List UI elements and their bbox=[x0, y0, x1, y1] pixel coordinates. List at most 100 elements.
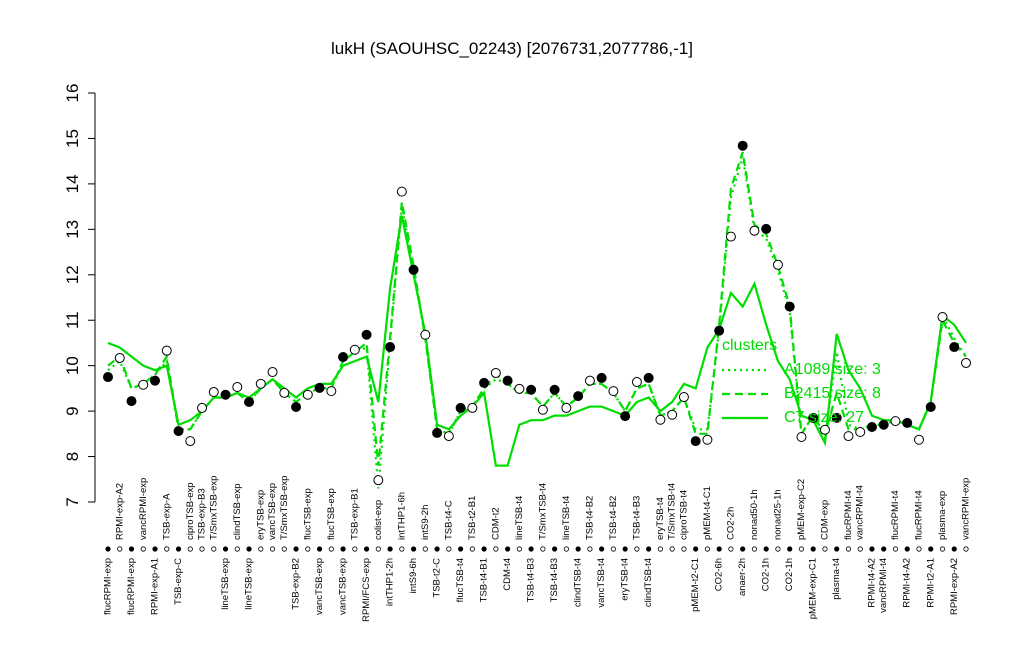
x-tick-label: lineTSB-exp bbox=[220, 558, 231, 610]
x-tick-label: vancTSB-exp bbox=[267, 483, 278, 540]
strip-dot bbox=[293, 546, 299, 552]
strip-dot bbox=[399, 546, 405, 552]
strip-dot bbox=[657, 546, 664, 552]
strip-dot bbox=[422, 546, 428, 552]
strip-dot bbox=[328, 546, 334, 552]
x-tick-label: CO2-6h bbox=[714, 558, 725, 591]
legend-label: B2415 size: 8 bbox=[784, 385, 881, 402]
data-point bbox=[678, 392, 689, 403]
x-tick-label: T/SmxTSB-t4 bbox=[537, 483, 548, 540]
strip-dot bbox=[599, 546, 605, 552]
data-point bbox=[138, 379, 149, 390]
strip-dot bbox=[434, 546, 440, 552]
strip-dot bbox=[363, 546, 370, 552]
strip-dot bbox=[281, 546, 287, 552]
x-tick-label: colist-exp bbox=[373, 500, 384, 540]
data-point bbox=[232, 382, 243, 393]
x-tick-label: TSB-t4-B2 bbox=[584, 496, 595, 540]
strip-dot bbox=[481, 546, 487, 552]
x-tick-label: T/SmxTSB-t4 bbox=[667, 483, 678, 540]
data-point bbox=[549, 384, 560, 395]
x-tick-label: TSB-exp-B2 bbox=[291, 558, 302, 610]
x-tick-label: CDM-t4 bbox=[502, 558, 513, 591]
x-tick-label: RPMI-exp-A1 bbox=[150, 558, 161, 615]
x-tick-label: lineTSB-t4 bbox=[561, 496, 572, 540]
data-point bbox=[479, 377, 490, 388]
legend-label: A1089 size: 3 bbox=[784, 361, 881, 378]
data-point bbox=[937, 312, 948, 323]
y-tick-label: 14 bbox=[63, 174, 82, 193]
data-point bbox=[103, 372, 113, 383]
data-point bbox=[667, 409, 678, 420]
strip-dot bbox=[892, 546, 899, 552]
strip-dot bbox=[246, 546, 252, 552]
data-point bbox=[808, 412, 819, 423]
data-point bbox=[761, 223, 772, 234]
x-tick-label: TSB-t4-B2 bbox=[608, 496, 619, 540]
data-point bbox=[490, 367, 501, 378]
y-tick-label: 7 bbox=[63, 497, 82, 506]
x-tick-label: RPMI/FCS-exp bbox=[361, 558, 372, 622]
data-point bbox=[338, 352, 349, 363]
strip-dot bbox=[704, 546, 711, 552]
data-point bbox=[573, 391, 584, 402]
x-tick-label: lineTSB-exp bbox=[244, 558, 255, 610]
strip-dot bbox=[269, 546, 276, 552]
data-point bbox=[161, 345, 172, 356]
data-point bbox=[902, 417, 913, 428]
strip-dot bbox=[904, 546, 910, 552]
strip-dot bbox=[763, 546, 769, 552]
strip-dot bbox=[845, 546, 852, 552]
strip-dot bbox=[587, 546, 593, 552]
data-point bbox=[819, 424, 830, 435]
x-tick-label: vancTSB-t4 bbox=[596, 558, 607, 608]
x-tick-label: TSB-t4-B1 bbox=[479, 558, 490, 602]
strip-dot bbox=[493, 546, 499, 552]
data-point bbox=[714, 325, 725, 336]
x-tick-label: TSB-exp-C bbox=[173, 558, 184, 605]
x-tick-label: TSB-exp-B1 bbox=[349, 488, 360, 540]
data-point bbox=[949, 342, 960, 353]
strip-dot bbox=[164, 546, 170, 552]
data-point bbox=[349, 344, 360, 355]
x-tick-label: lineTSB-t4 bbox=[514, 496, 525, 540]
data-point bbox=[361, 329, 372, 340]
x-tick-label: RPMI-exp-A2 bbox=[949, 558, 960, 615]
strip-dot bbox=[187, 546, 193, 552]
strip-dot bbox=[716, 546, 722, 552]
x-tick-label: intS9-2h bbox=[420, 505, 431, 540]
data-point bbox=[373, 475, 384, 486]
x-tick-label: eryTSB-t4 bbox=[655, 497, 666, 540]
strip-dot bbox=[834, 546, 840, 552]
x-tick-label: flucRPMI-t4 bbox=[890, 490, 901, 540]
data-point bbox=[420, 329, 431, 340]
y-tick-label: 12 bbox=[63, 265, 82, 284]
strip-dot bbox=[305, 546, 311, 552]
strip-dot bbox=[540, 546, 546, 552]
x-tick-label: vancRPMI-exp bbox=[961, 478, 972, 540]
data-point bbox=[620, 411, 631, 422]
x-tick-label: vancRPMI-t4 bbox=[878, 558, 889, 613]
data-point bbox=[150, 375, 161, 386]
x-tick-label: plasma-t4 bbox=[831, 558, 842, 600]
x-tick-label: CO2-2h bbox=[725, 507, 736, 540]
x-tick-label: ciproTSB-t4 bbox=[678, 490, 689, 540]
data-point bbox=[467, 402, 478, 413]
strip-dot bbox=[869, 546, 875, 552]
data-point bbox=[796, 432, 807, 443]
x-tick-label: TSB-t4-B3 bbox=[526, 558, 537, 602]
x-tick-label: flucRPMI-exp bbox=[103, 558, 114, 615]
x-tick-label: TSB-t2-C bbox=[432, 558, 443, 598]
x-tick-label: CDM-t2 bbox=[490, 507, 501, 540]
data-point bbox=[208, 387, 219, 398]
y-tick-label: 16 bbox=[63, 84, 82, 103]
strip-dot bbox=[681, 546, 687, 552]
strip-dot bbox=[211, 546, 217, 552]
x-tick-label: CO2-1h bbox=[761, 558, 772, 591]
strip-dot bbox=[316, 546, 323, 552]
data-point bbox=[244, 397, 255, 408]
strip-dot bbox=[469, 546, 475, 552]
data-point bbox=[173, 426, 184, 437]
x-tick-label: nonad50-1h bbox=[749, 489, 760, 540]
data-point bbox=[220, 389, 231, 400]
